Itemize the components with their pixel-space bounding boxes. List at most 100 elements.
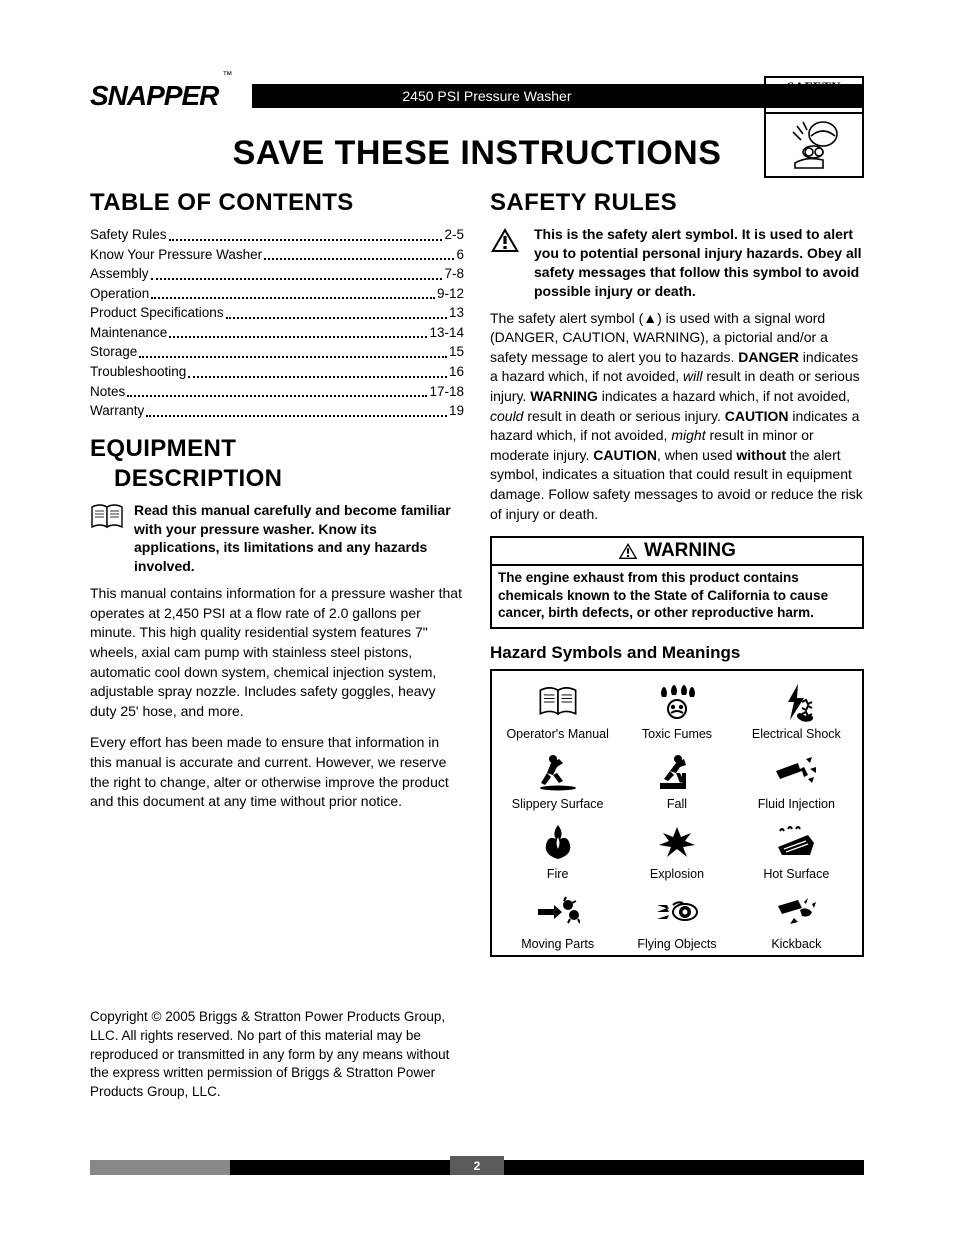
hazard-grid-box: Operator's Manual Toxic Fumes Electrical S… bbox=[490, 669, 864, 957]
safety-alert-text: This is the safety alert symbol. It is u… bbox=[534, 225, 864, 301]
shock-icon bbox=[739, 681, 854, 723]
toc-pages: 9-12 bbox=[437, 284, 464, 304]
toc-label: Maintenance bbox=[90, 323, 167, 343]
two-column-layout: TABLE OF CONTENTS Safety Rules2-5Know Yo… bbox=[90, 189, 864, 1102]
toc-dots bbox=[169, 323, 427, 339]
hazard-label: Toxic Fumes bbox=[619, 727, 734, 741]
alert-triangle-icon bbox=[490, 225, 524, 301]
equipment-heading-line2: DESCRIPTION bbox=[114, 465, 464, 493]
toc-row: Storage15 bbox=[90, 342, 464, 362]
footer-grey-block bbox=[90, 1160, 230, 1175]
hazard-hot: Hot Surface bbox=[739, 821, 854, 881]
toc-dots bbox=[188, 362, 447, 378]
toc-row: Operation 9-12 bbox=[90, 284, 464, 304]
brand-text: SNAPPER bbox=[90, 80, 218, 111]
toc-dots bbox=[151, 284, 435, 300]
warning-box-body: The engine exhaust from this product con… bbox=[492, 566, 862, 627]
page: SNAPPER™ 2450 PSI Pressure Washer SAFETY… bbox=[0, 0, 954, 1235]
slip-icon bbox=[500, 751, 615, 793]
fall-icon bbox=[619, 751, 734, 793]
hazard-shock: Electrical Shock bbox=[739, 681, 854, 741]
safety-badge-title: SAFETY RULES bbox=[766, 78, 862, 114]
hazard-fumes: Toxic Fumes bbox=[619, 681, 734, 741]
toc-label: Operation bbox=[90, 284, 149, 304]
toc-row: Product Specifications13 bbox=[90, 303, 464, 323]
warning-triangle-icon bbox=[618, 542, 638, 560]
hazard-label: Moving Parts bbox=[500, 937, 615, 951]
fumes-icon bbox=[619, 681, 734, 723]
toc-dots bbox=[226, 303, 447, 319]
kick-icon bbox=[739, 891, 854, 933]
toc-dots bbox=[264, 245, 454, 261]
safety-rules-badge: SAFETY RULES bbox=[764, 76, 864, 178]
left-column: TABLE OF CONTENTS Safety Rules2-5Know Yo… bbox=[90, 189, 464, 1102]
toc-label: Safety Rules bbox=[90, 225, 167, 245]
hazard-label: Operator's Manual bbox=[500, 727, 615, 741]
safety-badge-icon bbox=[766, 114, 862, 176]
toc-dots bbox=[151, 264, 443, 280]
toc-row: Safety Rules 2-5 bbox=[90, 225, 464, 245]
safety-alert-block: This is the safety alert symbol. It is u… bbox=[490, 225, 864, 301]
hazard-manual: Operator's Manual bbox=[500, 681, 615, 741]
explode-icon bbox=[619, 821, 734, 863]
hazard-inject: Fluid Injection bbox=[739, 751, 854, 811]
hazard-label: Flying Objects bbox=[619, 937, 734, 951]
hazard-flying: Flying Objects bbox=[619, 891, 734, 951]
toc-row: Know Your Pressure Washer 6 bbox=[90, 245, 464, 265]
toc-pages: 6 bbox=[456, 245, 464, 265]
equipment-heading-line1: EQUIPMENT bbox=[90, 435, 464, 463]
toc-pages: 19 bbox=[449, 401, 464, 421]
toc-row: Assembly 7-8 bbox=[90, 264, 464, 284]
toc-label: Notes bbox=[90, 382, 125, 402]
equipment-paragraph-2: Every effort has been made to ensure tha… bbox=[90, 733, 464, 811]
toc-pages: 7-8 bbox=[444, 264, 464, 284]
main-title: SAVE THESE INSTRUCTIONS bbox=[90, 134, 864, 173]
hazard-label: Explosion bbox=[619, 867, 734, 881]
toc-label: Warranty bbox=[90, 401, 144, 421]
trademark-symbol: ™ bbox=[222, 70, 232, 81]
hazard-label: Fluid Injection bbox=[739, 797, 854, 811]
toc-row: Maintenance13-14 bbox=[90, 323, 464, 343]
toc-dots bbox=[146, 401, 447, 417]
warning-title-text: WARNING bbox=[644, 540, 736, 562]
warning-box-title: WARNING bbox=[492, 538, 862, 566]
safety-rules-heading: SAFETY RULES bbox=[490, 189, 864, 217]
toc-pages: 13 bbox=[449, 303, 464, 323]
header-row: SNAPPER™ 2450 PSI Pressure Washer SAFETY… bbox=[90, 80, 864, 112]
copyright-text: Copyright © 2005 Briggs & Stratton Power… bbox=[90, 1008, 464, 1102]
toc-heading: TABLE OF CONTENTS bbox=[90, 189, 464, 217]
right-column: SAFETY RULES This is the safety alert sy… bbox=[490, 189, 864, 1102]
hazard-label: Fall bbox=[619, 797, 734, 811]
fire-icon bbox=[500, 821, 615, 863]
hazard-label: Hot Surface bbox=[739, 867, 854, 881]
hazard-grid: Operator's Manual Toxic Fumes Electrical S… bbox=[500, 681, 854, 951]
page-number: 2 bbox=[474, 1159, 481, 1173]
toc-pages: 16 bbox=[449, 362, 464, 382]
hazard-label: Fire bbox=[500, 867, 615, 881]
moving-icon bbox=[500, 891, 615, 933]
toc-label: Assembly bbox=[90, 264, 149, 284]
toc-dots bbox=[169, 225, 443, 241]
header-product-text: 2450 PSI Pressure Washer bbox=[402, 88, 571, 104]
hazard-fall: Fall bbox=[619, 751, 734, 811]
table-of-contents: Safety Rules2-5Know Your Pressure Washer… bbox=[90, 225, 464, 421]
toc-label: Troubleshooting bbox=[90, 362, 186, 382]
warning-box: WARNING The engine exhaust from this pro… bbox=[490, 536, 864, 629]
hazard-label: Slippery Surface bbox=[500, 797, 615, 811]
hazard-subheading: Hazard Symbols and Meanings bbox=[490, 643, 864, 663]
toc-label: Know Your Pressure Washer bbox=[90, 245, 262, 265]
toc-row: Troubleshooting 16 bbox=[90, 362, 464, 382]
hazard-kick: Kickback bbox=[739, 891, 854, 951]
flying-icon bbox=[619, 891, 734, 933]
hazard-fire: Fire bbox=[500, 821, 615, 881]
manual-intro-block: Read this manual carefully and become fa… bbox=[90, 501, 464, 577]
toc-pages: 2-5 bbox=[444, 225, 464, 245]
brand-logo: SNAPPER™ bbox=[90, 80, 232, 112]
toc-dots bbox=[127, 382, 427, 398]
inject-icon bbox=[739, 751, 854, 793]
toc-row: Warranty 19 bbox=[90, 401, 464, 421]
manual-icon bbox=[500, 681, 615, 723]
hazard-label: Electrical Shock bbox=[739, 727, 854, 741]
hazard-explode: Explosion bbox=[619, 821, 734, 881]
equipment-paragraph-1: This manual contains information for a p… bbox=[90, 584, 464, 721]
